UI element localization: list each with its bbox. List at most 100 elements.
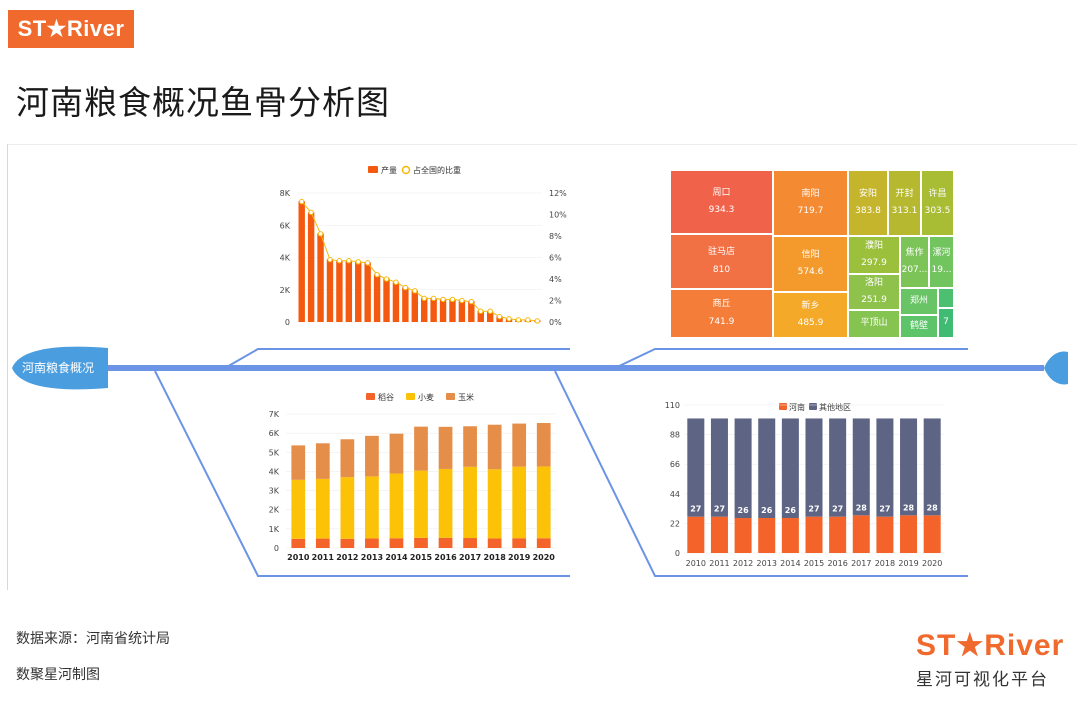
treemap-cell-name: 新乡 <box>801 300 820 311</box>
bar-segment-grain <box>315 478 330 539</box>
bar-output <box>307 212 315 322</box>
point-share <box>317 231 324 237</box>
bar-segment-region <box>710 418 728 517</box>
treemap-cell: 安阳 383.8 <box>849 171 889 237</box>
bar-segment-region <box>900 515 918 553</box>
treemap-cell-value: 297.9 <box>861 258 887 268</box>
x-tick: 2018 <box>875 559 895 568</box>
legend-label-grain: 稻谷 <box>378 392 394 402</box>
legend-swatch-share <box>401 165 411 175</box>
y-tick: 3K <box>269 487 280 496</box>
x-tick: 2017 <box>851 559 871 568</box>
bar-segment-region <box>758 518 776 553</box>
bar-segment-grain <box>463 538 477 548</box>
treemap-cell-name: 南阳 <box>801 188 820 199</box>
treemap-cell-value: 313.1 <box>891 206 918 216</box>
bar-segment-grain <box>438 537 453 548</box>
bar-segment-grain <box>389 433 404 474</box>
x-tick: 2013 <box>361 553 383 562</box>
chart-henan-share: 河南 其他地区 0 22 44 66 88 110 27 2010 27 2011 26 2012 26 20… <box>665 401 944 568</box>
brand-logo-bottom: ST★River 星河可视化平台 <box>916 628 1066 690</box>
bar-segment-grain <box>389 473 404 539</box>
bar-segment-grain <box>414 470 428 538</box>
bar-segment-region <box>876 418 894 517</box>
x-tick: 2013 <box>757 559 777 568</box>
treemap-cell: 郑州 <box>901 289 939 316</box>
point-share <box>496 313 503 320</box>
bar-segment-region <box>852 418 870 516</box>
bar-output <box>402 287 409 322</box>
legend-swatch-grain <box>366 393 375 400</box>
treemap-cell: 开封 313.1 <box>889 171 922 237</box>
treemap-cell-name: 信阳 <box>801 249 820 260</box>
treemap-cell: 洛阳 251.9 <box>849 275 901 311</box>
bar-segment-grain <box>414 426 428 471</box>
y-tick: 1K <box>269 525 280 534</box>
treemap-cell-name: 安阳 <box>858 188 877 199</box>
treemap-cell-name: 平顶山 <box>860 318 888 329</box>
y-tick-right: 0% <box>549 318 562 327</box>
y-tick: 6K <box>269 429 280 438</box>
bar-output <box>411 290 418 322</box>
point-share <box>459 297 465 304</box>
treemap-cell-name: 洛阳 <box>864 277 883 288</box>
bar-segment-grain <box>365 538 379 548</box>
bar-output <box>298 201 305 322</box>
bar-segment-grain <box>365 435 379 477</box>
bar-segment-grain <box>487 469 502 539</box>
x-tick: 2017 <box>459 553 481 562</box>
point-share <box>449 296 456 303</box>
bar-output <box>345 260 353 322</box>
point-share <box>336 258 343 264</box>
bar-output <box>458 300 466 322</box>
legend-label-grain: 小麦 <box>418 392 434 402</box>
brand-subtitle: 星河可视化平台 <box>916 670 1049 690</box>
treemap-cell-name: 驻马店 <box>707 247 735 258</box>
point-share <box>355 259 361 265</box>
legend-swatch-grain <box>446 393 455 400</box>
bar-segment-grain <box>512 423 527 467</box>
legend-label-grain: 玉米 <box>458 392 474 402</box>
bar-segment-region <box>687 418 705 517</box>
x-tick: 2020 <box>533 553 556 562</box>
bar-segment-grain <box>512 466 527 539</box>
bar-output <box>373 274 381 322</box>
bar-output <box>477 310 484 322</box>
y-tick: 110 <box>665 401 680 410</box>
rib-top-left <box>224 348 570 369</box>
bar-segment-grain <box>463 426 477 467</box>
data-label-henan: 28 <box>856 503 868 512</box>
bar-segment-region <box>710 516 728 553</box>
fishbone-head-label: 河南粮食概况 <box>22 360 94 375</box>
chart-city-treemap: 周口 934.3 驻马店 810 商丘 741.9 南阳 719.7 信阳 574.6 新乡 485.… <box>671 171 969 339</box>
bar-segment-region <box>734 518 752 553</box>
treemap-cell: 新乡 485.9 <box>774 293 849 339</box>
point-share <box>468 298 475 305</box>
frame-line-top <box>7 144 1077 145</box>
fishbone-head <box>1044 351 1068 385</box>
treemap-cell: 驻马店 810 <box>671 235 774 290</box>
x-tick: 2018 <box>484 553 507 562</box>
treemap-cell-value: 19... <box>931 265 952 275</box>
y-tick-right: 8% <box>549 232 562 241</box>
treemap-cell-value: 485.9 <box>797 318 824 328</box>
x-tick: 2015 <box>804 559 824 568</box>
page-title: 河南粮食概况鱼骨分析图 <box>16 83 390 122</box>
bar-segment-region <box>758 418 776 519</box>
rib-bottom-right <box>554 370 968 577</box>
rib-top-right <box>614 348 968 369</box>
x-tick: 2012 <box>733 559 753 568</box>
bar-segment-grain <box>291 445 306 480</box>
y-tick: 66 <box>670 460 680 469</box>
treemap-cell-name: 许昌 <box>928 188 947 199</box>
bar-output <box>486 311 494 322</box>
x-tick: 2016 <box>434 553 457 562</box>
treemap-cell-value: 383.8 <box>855 206 881 216</box>
point-share <box>364 260 371 266</box>
bar-segment-grain <box>389 538 404 548</box>
data-label-henan: 27 <box>714 505 725 514</box>
brand-wordmark: ST★River <box>916 629 1065 662</box>
bar-output <box>449 299 456 322</box>
bar-segment-region <box>923 418 941 516</box>
x-tick: 2014 <box>385 553 408 562</box>
